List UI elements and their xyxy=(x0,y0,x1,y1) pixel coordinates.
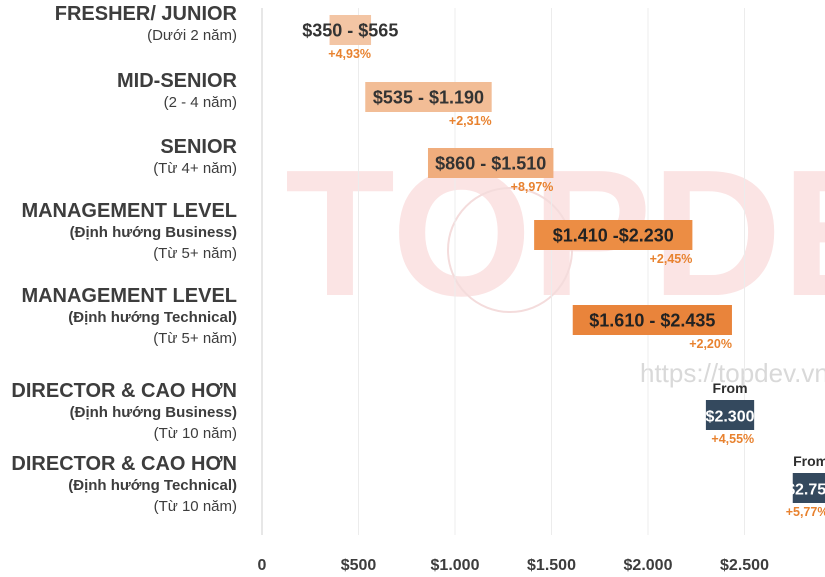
salary-range-bar xyxy=(365,82,492,112)
chart-row: DIRECTOR & CAO HƠN (Định hướng Technical)… xyxy=(11,453,825,519)
category-subtitle: (Từ 10 năm) xyxy=(154,498,237,515)
category-subtitle: (Từ 5+ năm) xyxy=(153,245,237,262)
category-subtitle: (Dưới 2 năm) xyxy=(147,27,237,44)
salary-range-bar xyxy=(427,148,554,178)
chart-row: MANAGEMENT LEVEL (Định hướng Technical) (T… xyxy=(21,285,732,351)
from-label: From xyxy=(793,453,825,469)
category-subtitle: (Định hướng Technical) xyxy=(68,309,237,326)
growth-rate-label: +8,97% xyxy=(511,180,554,194)
salary-range-bar xyxy=(792,473,825,503)
salary-range-bar xyxy=(329,15,372,45)
salary-range-bar xyxy=(705,400,755,430)
bar-value-label: $2.300 xyxy=(706,409,755,426)
salary-range-bar xyxy=(572,305,732,335)
chart-row: FRESHER/ JUNIOR (Dưới 2 năm) $350 - $565 +4… xyxy=(55,3,399,61)
category-subtitle: (Định hướng Business) xyxy=(70,224,237,241)
category-title: SENIOR xyxy=(160,136,237,158)
category-subtitle: (Từ 4+ năm) xyxy=(153,160,237,177)
bar-value-label: $2.750 xyxy=(786,482,825,499)
chart-grid xyxy=(261,8,745,535)
x-tick-label: $2.500 xyxy=(720,557,769,574)
bar-value-label: $535 - $1.190 xyxy=(373,88,484,108)
category-title: MANAGEMENT LEVEL xyxy=(21,285,237,307)
growth-rate-label: +2,45% xyxy=(650,252,693,266)
category-subtitle: (2 - 4 năm) xyxy=(164,94,237,111)
watermark-url: https://topdev.vn xyxy=(640,358,825,388)
chart-row: MID-SENIOR (2 - 4 năm) $535 - $1.190 +2,31% xyxy=(117,70,492,128)
bar-value-label: $350 - $565 xyxy=(302,21,398,41)
chart-row: MANAGEMENT LEVEL (Định hướng Business) (Từ… xyxy=(21,200,693,266)
category-title: MANAGEMENT LEVEL xyxy=(21,200,237,222)
chart-row: SENIOR (Từ 4+ năm) $860 - $1.510 +8,97% xyxy=(153,136,554,194)
growth-rate-label: +4,93% xyxy=(328,47,371,61)
x-tick-label: $1.000 xyxy=(431,557,480,574)
growth-rate-label: +5,77% xyxy=(786,505,825,519)
growth-rate-label: +4,55% xyxy=(711,432,754,446)
bar-value-label: $1.410 -$2.230 xyxy=(553,226,674,246)
salary-range-bar xyxy=(534,220,693,250)
category-title: FRESHER/ JUNIOR xyxy=(55,3,238,25)
growth-rate-label: +2,20% xyxy=(689,337,732,351)
category-subtitle: (Định hướng Technical) xyxy=(68,477,237,494)
category-subtitle: (Từ 10 năm) xyxy=(154,425,237,442)
bar-value-label: $1.610 - $2.435 xyxy=(589,311,715,331)
x-tick-label: 0 xyxy=(258,557,267,574)
chart-row: DIRECTOR & CAO HƠN (Định hướng Business) (… xyxy=(11,380,754,446)
category-title: DIRECTOR & CAO HƠN xyxy=(11,453,237,475)
category-subtitle: (Từ 5+ năm) xyxy=(153,330,237,347)
chart-rows: FRESHER/ JUNIOR (Dưới 2 năm) $350 - $565 +4… xyxy=(11,3,825,519)
x-axis: 0 $500 $1.000 $1.500 $2.000 $2.500 xyxy=(258,557,770,574)
from-label: From xyxy=(713,380,748,396)
x-tick-label: $500 xyxy=(341,557,377,574)
growth-rate-label: +2,31% xyxy=(449,114,492,128)
x-tick-label: $1.500 xyxy=(527,557,576,574)
category-title: DIRECTOR & CAO HƠN xyxy=(11,380,237,402)
bar-value-label: $860 - $1.510 xyxy=(435,154,546,174)
category-subtitle: (Định hướng Business) xyxy=(70,404,237,421)
x-tick-label: $2.000 xyxy=(624,557,673,574)
category-title: MID-SENIOR xyxy=(117,70,238,92)
